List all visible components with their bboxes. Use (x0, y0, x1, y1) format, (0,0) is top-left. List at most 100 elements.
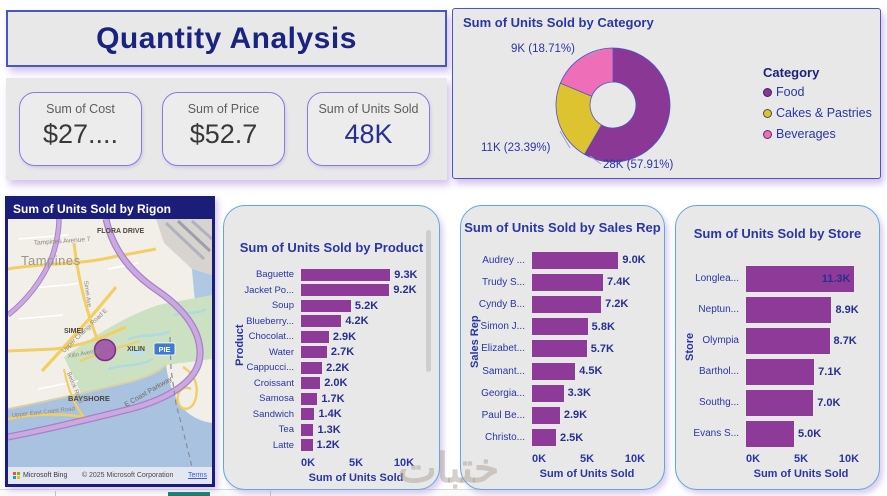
bar[interactable]: 7.2K (532, 295, 628, 313)
value-label: 1.3K (317, 423, 341, 436)
bar[interactable]: 5.8K (532, 318, 615, 336)
chart-title: Sum of Units Sold by Sales Rep (464, 220, 661, 235)
bar[interactable]: 2.0K (301, 377, 347, 390)
bar[interactable]: 7.0K (746, 389, 840, 416)
legend-item[interactable]: Cakes & Pastries (763, 106, 872, 120)
bar-track: 4.2K (301, 315, 435, 328)
bar[interactable]: 1.4K (301, 408, 342, 421)
donut-slice-beverages[interactable] (559, 47, 614, 97)
callout-line (586, 49, 601, 58)
category-label: Blueberry... (246, 315, 294, 327)
bar[interactable]: 3.3K (532, 384, 591, 402)
category-label: Georgia... (481, 387, 525, 399)
bar-row: Jacket Po... 9.2K (224, 283, 435, 299)
tab-divider (55, 491, 56, 496)
bar[interactable]: 5.7K (532, 340, 614, 358)
donut-slice-food[interactable] (583, 47, 671, 163)
legend-item[interactable]: Beverages (763, 127, 872, 141)
chart-scrollbar[interactable] (426, 230, 431, 372)
bar[interactable]: 2.5K (532, 429, 583, 447)
bar[interactable]: 9.3K (301, 268, 418, 281)
value-label: 2.9K (332, 330, 357, 343)
chart-title: Sum of Units Sold by Store (693, 226, 862, 241)
bar-track: 9.0K (532, 251, 652, 269)
bar[interactable]: 8.7K (746, 327, 857, 354)
bar[interactable]: 11.3K (746, 265, 855, 292)
category-label: Olympia (702, 335, 739, 346)
bar[interactable]: 1.3K (301, 423, 341, 436)
bar-row: Blueberry... 4.2K (224, 314, 435, 330)
kpi-card-price[interactable]: Sum of Price $52.7 (162, 92, 285, 166)
map-city-label: Tampines (21, 253, 81, 268)
bar-row: Southg... 7.0K (676, 387, 871, 418)
category-label: Christo... (484, 432, 525, 444)
kpi-label: Sum of Price (187, 102, 260, 116)
map-terms-link[interactable]: Terms (187, 472, 207, 479)
bar[interactable]: 4.5K (532, 362, 602, 380)
bar[interactable]: 5.0K (746, 420, 821, 447)
sheet-tab-strip[interactable] (0, 489, 640, 496)
bar-row: Tea 1.3K (224, 422, 435, 438)
map-highway-shield (153, 342, 176, 356)
bar-track: 3.3K (532, 384, 652, 402)
kpi-panel: Sum of Cost $27.... Sum of Price $52.7 S… (6, 78, 447, 180)
bar[interactable]: 5.2K (301, 299, 378, 312)
bar-track: 9.2K (301, 284, 435, 297)
x-tick: 5K (579, 452, 595, 465)
x-axis-ticks: 0K 5K 10K (532, 452, 664, 468)
kpi-card-cost[interactable]: Sum of Cost $27.... (19, 92, 142, 166)
bar-track: 1.7K (301, 392, 435, 405)
category-label: Evans S... (693, 428, 739, 439)
bar-row: Latte 1.2K (224, 438, 435, 454)
sales-rep-bar-chart-panel: Sum of Units Sold by Sales Rep Sales Rep… (460, 205, 665, 490)
bar-row: Paul Be... 2.9K (461, 404, 652, 426)
legend-item[interactable]: Food (763, 85, 872, 99)
bar[interactable]: 2.9K (301, 330, 356, 343)
bar[interactable]: 2.9K (532, 406, 587, 424)
bar-track: 5.0K (746, 420, 871, 447)
bar-track: 4.5K (532, 362, 652, 380)
map-motorway (7, 218, 203, 440)
category-label: Soup (271, 300, 294, 312)
bar[interactable]: 7.4K (532, 273, 630, 291)
category-label: Southg... (698, 397, 739, 408)
kpi-card-units-sold[interactable]: Sum of Units Sold 48K (307, 92, 430, 166)
active-sheet-tab[interactable] (168, 492, 210, 496)
callout-line (559, 130, 571, 149)
donut-slice-cakes-pastries[interactable] (555, 82, 603, 155)
value-label: 7.1K (818, 365, 842, 378)
bar-track: 7.1K (746, 358, 871, 385)
bar-track: 5.8K (532, 318, 652, 336)
value-label: 8.9K (835, 303, 859, 316)
bar-track: 2.0K (301, 377, 435, 390)
map-bubble-marker[interactable] (93, 338, 117, 362)
bar-row: Baguette 9.3K (224, 267, 435, 283)
bar-chart: Audrey ... 9.0K Trudy S... 7.4K Cyndy B... 7.… (461, 249, 652, 449)
value-label: 9.0K (622, 254, 646, 267)
bar-track: 7.2K (532, 295, 652, 313)
region-map-panel: Sum of Units Sold by Rigon (5, 196, 215, 487)
bar[interactable]: 9.2K (301, 284, 417, 297)
bar[interactable]: 1.2K (301, 439, 340, 452)
bar[interactable]: 2.7K (301, 346, 354, 359)
bing-map[interactable]: Tampines FLORA DRIVE Tampines Avenue 7 S… (6, 218, 214, 468)
bar[interactable]: 7.1K (746, 358, 841, 385)
slice-label-cakes: 11K (23.39%) (481, 142, 551, 154)
bar[interactable]: 9.0K (532, 251, 646, 269)
bar[interactable]: 2.2K (301, 361, 349, 374)
category-label: Cyndy B... (478, 298, 525, 310)
bar[interactable]: 4.2K (301, 315, 369, 328)
map-area-label: SIMEI (64, 328, 83, 335)
donut-legend: Category Food Cakes & Pastries Beverages (763, 65, 872, 148)
bar-row: Georgia... 3.3K (461, 382, 652, 404)
map-highway-shield-label: PIE (158, 345, 170, 354)
category-label: Paul Be... (481, 409, 525, 421)
bar[interactable]: 1.7K (301, 392, 345, 405)
bar-track: 2.9K (532, 406, 652, 424)
bar[interactable]: 8.9K (746, 296, 859, 323)
value-label: 2.5K (560, 431, 584, 444)
value-label: 5.8K (591, 320, 615, 333)
map-area-label: XILIN (127, 346, 145, 353)
x-axis-title: Sum of Units Sold (753, 468, 849, 480)
x-tick: 0K (300, 457, 316, 469)
